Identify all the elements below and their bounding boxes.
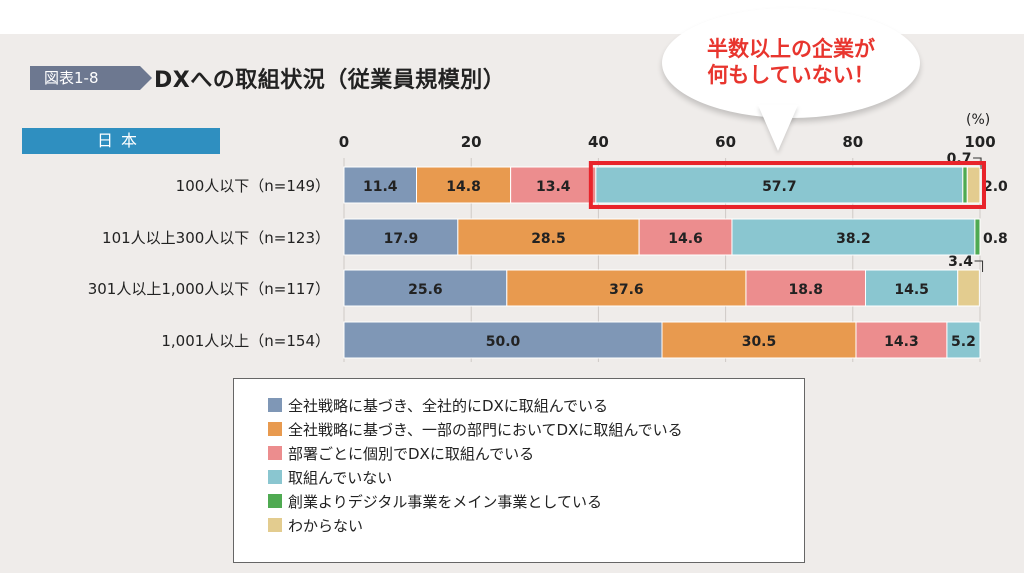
bar-segment: [595, 166, 964, 204]
data-label: 30.5: [742, 334, 777, 350]
callout-bubble: [662, 8, 920, 118]
data-label: 14.5: [894, 282, 929, 298]
legend-item: 部署ごとに個別でDXに取組んでいる: [268, 441, 804, 465]
data-label: 0.8: [983, 231, 1008, 247]
legend-swatch: [268, 518, 282, 532]
bar-segment: [457, 218, 640, 256]
category-label: 100人以下（n=149）: [176, 177, 330, 195]
data-label: 17.9: [384, 231, 419, 247]
data-label: 57.7: [762, 179, 797, 195]
data-label: 3.4: [948, 254, 973, 270]
bar-segment: [745, 269, 867, 307]
category-label: 101人以上300人以下（n=123）: [102, 229, 330, 247]
data-label: 38.2: [836, 231, 871, 247]
bar-segment: [343, 218, 459, 256]
x-tick-label: 20: [461, 133, 482, 151]
x-tick-label: 60: [715, 133, 736, 151]
data-label: 11.4: [363, 179, 398, 195]
chart-title: DXへの取組状況（従業員規模別）: [154, 68, 506, 93]
x-tick-label: 100: [964, 133, 995, 151]
bar-segment: [946, 321, 981, 359]
figure-badge: 図表1-8: [30, 66, 152, 90]
legend-swatch: [268, 398, 282, 412]
legend-item: わからない: [268, 513, 804, 537]
category-label: 1,001人以上（n=154）: [161, 332, 330, 350]
unit-label: (%): [966, 112, 991, 128]
label-leader: [974, 260, 984, 272]
legend-label: 全社戦略に基づき、一部の部門においてDXに取組んでいる: [288, 420, 683, 439]
data-label: 37.6: [609, 282, 644, 298]
region-tab: 日本: [22, 128, 220, 154]
legend-label: 創業よりデジタル事業をメイン事業としている: [288, 492, 602, 511]
data-label: 2.0: [983, 179, 1008, 195]
bar-segment: [510, 166, 597, 204]
data-label: 25.6: [408, 282, 443, 298]
legend-label: 取組んでいない: [288, 468, 393, 487]
data-label: 5.2: [951, 334, 976, 350]
x-tick-label: 0: [339, 133, 349, 151]
legend-item: 取組んでいない: [268, 465, 804, 489]
bar-segment: [506, 269, 747, 307]
callout-line-2: 何もしていない！: [707, 63, 875, 87]
bar-segment: [416, 166, 512, 204]
legend-swatch: [268, 446, 282, 460]
legend-item: 全社戦略に基づき、一部の部門においてDXに取組んでいる: [268, 417, 804, 441]
legend: 全社戦略に基づき、全社的にDXに取組んでいる全社戦略に基づき、一部の部門において…: [233, 378, 805, 563]
callout-line-1: 半数以上の企業が: [707, 37, 875, 61]
bar-segment: [962, 166, 968, 204]
bar-segment: [343, 321, 663, 359]
legend-swatch: [268, 494, 282, 508]
legend-swatch: [268, 470, 282, 484]
bar-segment: [957, 269, 980, 307]
highlight-box: [588, 161, 987, 209]
legend-swatch: [268, 422, 282, 436]
data-label: 13.4: [536, 179, 571, 195]
data-label: 14.8: [446, 179, 481, 195]
legend-item: 全社戦略に基づき、全社的にDXに取組んでいる: [268, 393, 804, 417]
legend-item: 創業よりデジタル事業をメイン事業としている: [268, 489, 804, 513]
category-label: 301人以上1,000人以下（n=117）: [88, 280, 330, 298]
bar-segment: [966, 166, 981, 204]
data-label: 28.5: [531, 231, 566, 247]
bar-segment: [638, 218, 733, 256]
label-leader: [973, 157, 982, 169]
bar-segment: [865, 269, 959, 307]
bar-segment: [661, 321, 857, 359]
data-label: 50.0: [486, 334, 521, 350]
legend-label: 全社戦略に基づき、全社的にDXに取組んでいる: [288, 396, 609, 415]
callout-text: 半数以上の企業が 何もしていない！: [662, 36, 920, 88]
callout-bubble-tail: [758, 105, 798, 151]
bar-segment: [343, 269, 508, 307]
data-label: 14.6: [668, 231, 703, 247]
x-tick-label: 80: [842, 133, 863, 151]
legend-label: 部署ごとに個別でDXに取組んでいる: [288, 444, 535, 463]
bar-segment: [855, 321, 948, 359]
legend-label: わからない: [288, 516, 364, 535]
data-label: 18.8: [788, 282, 823, 298]
data-label: 14.3: [884, 334, 919, 350]
bar-segment: [974, 218, 981, 256]
x-tick-label: 40: [588, 133, 609, 151]
